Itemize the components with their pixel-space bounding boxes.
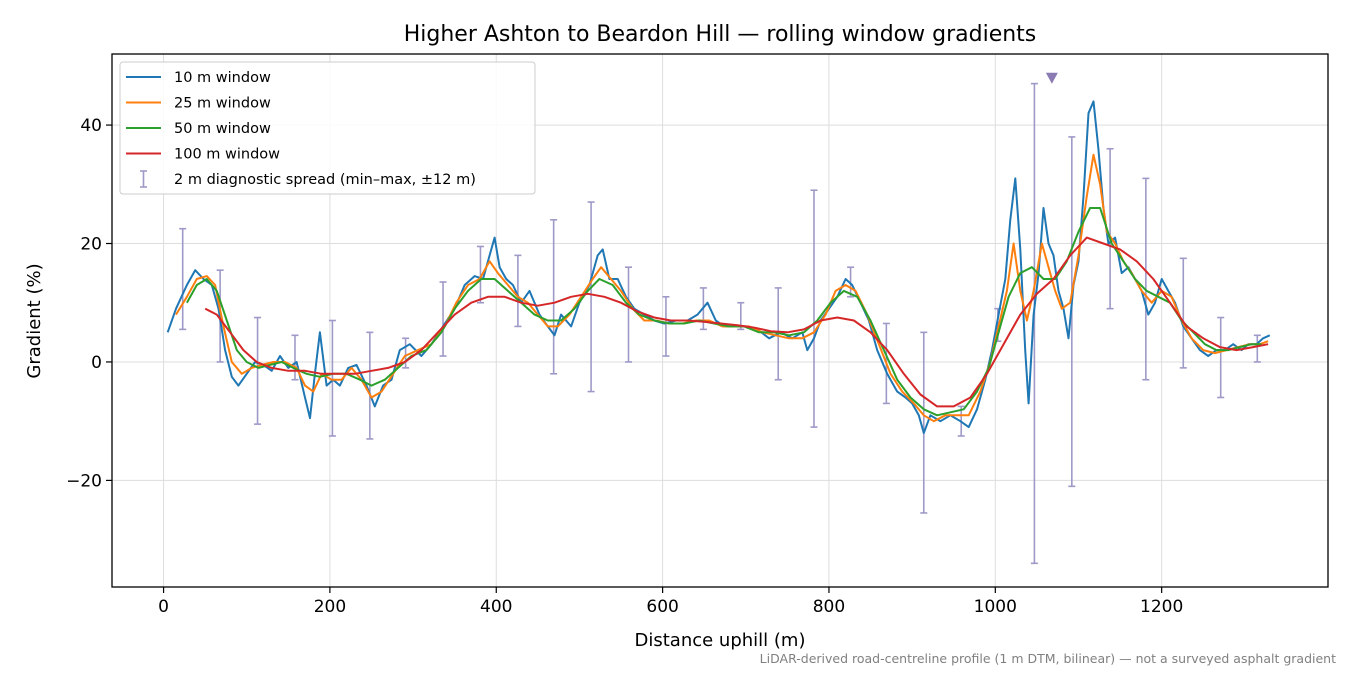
legend-item: 50 m window: [126, 121, 271, 137]
errorbar: [179, 227, 187, 331]
y-axis-label: Gradient (%): [24, 263, 45, 378]
errorbar: [1030, 82, 1038, 565]
x-axis-ticks: 0 200 400 600 800 1000 1200: [158, 587, 1183, 617]
y-axis-ticks: −20 0 20 40: [66, 116, 112, 491]
errorbar: [402, 337, 410, 369]
y-tick-label: −20: [66, 471, 102, 491]
errorbar: [1106, 147, 1114, 310]
errorbar: [1179, 257, 1187, 369]
series-line-4: [204, 236, 1269, 408]
errorbar: [514, 254, 522, 328]
x-tick-label: 1000: [974, 597, 1017, 617]
errorbar: [662, 296, 670, 357]
legend-item: 25 m window: [126, 96, 271, 112]
series-lines: [166, 100, 1271, 434]
errorbar: [847, 266, 855, 298]
errorbar: [254, 316, 262, 425]
y-tick-label: 0: [91, 353, 102, 373]
annotation-markers: [1045, 72, 1058, 84]
legend-label: 2 m diagnostic spread (min–max, ±12 m): [174, 172, 476, 188]
errorbar: [328, 319, 336, 437]
legend-item: 2 m diagnostic spread (min–max, ±12 m): [140, 170, 476, 188]
x-tick-label: 1200: [1140, 597, 1183, 617]
legend-item: 10 m window: [126, 70, 271, 86]
errorbar: [1142, 177, 1150, 381]
series-line-3: [186, 207, 1262, 417]
errorbar: [810, 189, 818, 428]
x-tick-label: 200: [314, 597, 346, 617]
errorbar: [291, 334, 299, 381]
footnote: LiDAR-derived road-centreline profile (1…: [759, 651, 1336, 666]
errorbar: [439, 281, 447, 357]
errorbar: [587, 201, 595, 393]
errorbar: [1217, 316, 1225, 399]
legend-item: 100 m window: [126, 147, 280, 163]
errorbar: [550, 219, 558, 375]
x-tick-label: 400: [480, 597, 512, 617]
legend-label: 100 m window: [174, 147, 280, 163]
errorbar: [476, 245, 484, 304]
legend-label: 25 m window: [174, 96, 271, 112]
errorbar: [625, 266, 633, 363]
x-tick-label: 600: [646, 597, 678, 617]
y-tick-label: 40: [80, 116, 102, 136]
peak-marker: [1045, 72, 1058, 84]
x-axis-label: Distance uphill (m): [635, 630, 806, 651]
legend-label: 50 m window: [174, 121, 271, 137]
x-tick-label: 800: [813, 597, 845, 617]
series-line-2: [175, 153, 1269, 423]
chart-title: Higher Ashton to Beardon Hill — rolling …: [404, 22, 1037, 47]
legend: 10 m window 25 m window 50 m window 100 m w…: [119, 61, 536, 195]
plot-frame: [111, 53, 1329, 588]
errorbar: [920, 331, 928, 514]
y-tick-label: 20: [80, 235, 102, 255]
x-tick-label: 0: [158, 597, 169, 617]
legend-box: [119, 61, 536, 195]
errorbar: [1253, 334, 1261, 363]
legend-label: 10 m window: [174, 70, 271, 86]
